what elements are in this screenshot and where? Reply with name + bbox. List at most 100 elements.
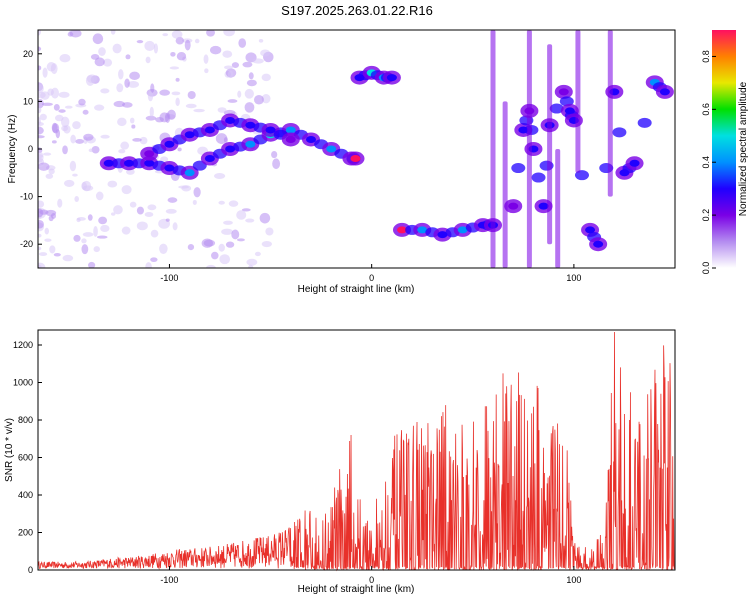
heatmap-speckle xyxy=(144,211,154,217)
heatmap-speckle xyxy=(51,213,57,219)
heatmap-speckle xyxy=(117,117,127,127)
colorbar: 0.0 0.2 0.4 0.6 0.8 Normalized spectral ampl… xyxy=(701,30,749,274)
heatmap-speckle xyxy=(38,135,45,139)
heatmap-speckle xyxy=(87,214,93,221)
heatmap-speckle xyxy=(44,227,49,235)
snr-y-tick-label: 200 xyxy=(18,528,33,538)
heatmap-blob xyxy=(531,172,546,183)
heatmap-speckle xyxy=(38,151,44,163)
heatmap-speckle xyxy=(45,173,54,179)
heatmap-speckle xyxy=(265,227,274,236)
heatmap-blob-core xyxy=(417,226,428,234)
heatmap-speckle xyxy=(147,91,154,102)
heatmap-speckle xyxy=(94,57,105,67)
heatmap-streak xyxy=(490,30,496,268)
heatmap-speckle xyxy=(246,258,258,266)
heatmap-speckle xyxy=(253,94,264,105)
heatmap-speckle xyxy=(57,198,63,208)
heatmap-speckle xyxy=(150,83,155,93)
heatmap-speckle xyxy=(38,46,42,52)
heatmap-speckle xyxy=(172,222,178,231)
heatmap-speckle xyxy=(93,225,98,237)
heatmap-speckle xyxy=(38,84,44,93)
heatmap-speckle xyxy=(171,91,181,96)
heatmap-blob-core xyxy=(245,121,256,129)
heatmap-blob-core xyxy=(306,135,316,143)
heatmap-y-axis-label: Frequency (Hz) xyxy=(7,115,18,184)
heatmap-blob xyxy=(549,103,564,114)
heatmap-speckle xyxy=(107,180,118,188)
heatmap-speckle xyxy=(86,74,98,83)
snr-x-tick-label: 100 xyxy=(566,575,581,585)
heatmap-speckle xyxy=(206,264,216,268)
heatmap-speckle xyxy=(64,105,73,109)
heatmap-speckle xyxy=(38,65,42,71)
heatmap-speckle xyxy=(39,113,47,121)
heatmap-speckle xyxy=(102,58,113,67)
heatmap-speckle xyxy=(88,261,96,268)
heatmap-speckle xyxy=(159,89,171,96)
heatmap-speckle xyxy=(111,212,116,216)
heatmap-speckle xyxy=(132,138,142,142)
heatmap-speckle xyxy=(272,158,281,170)
heatmap-speckle xyxy=(120,141,130,150)
heatmap-speckle xyxy=(162,33,169,37)
heatmap-blob-core xyxy=(538,202,549,210)
heatmap-speckle xyxy=(81,181,87,191)
heatmap-speckle xyxy=(245,218,255,223)
heatmap-speckle xyxy=(221,228,233,235)
heatmap-speckle xyxy=(136,40,144,44)
heatmap-blob-core xyxy=(144,159,155,167)
heatmap-speckle xyxy=(63,179,75,187)
heatmap-blob xyxy=(637,117,652,128)
heatmap-speckle xyxy=(209,45,222,55)
heatmap-speckle xyxy=(244,88,254,99)
heatmap-speckle xyxy=(165,208,177,214)
heatmap-speckle xyxy=(192,199,197,205)
heatmap-speckle xyxy=(147,204,157,211)
heatmap-y-tick-label: -10 xyxy=(20,192,33,202)
heatmap-plot-area xyxy=(38,30,674,268)
heatmap-speckle xyxy=(38,246,42,251)
heatmap-speckle xyxy=(49,245,56,254)
snr-x-tick-label: -100 xyxy=(160,575,178,585)
heatmap-blob-core xyxy=(508,202,519,210)
snr-y-axis-label: SNR (10 * v/v) xyxy=(4,418,15,482)
heatmap-streak xyxy=(575,30,581,173)
heatmap-blob-core xyxy=(265,126,276,134)
heatmap-speckle xyxy=(53,104,60,111)
heatmap-blob-core xyxy=(593,240,604,248)
heatmap-speckle xyxy=(38,200,45,208)
snr-y-tick-label: 1000 xyxy=(13,378,33,388)
heatmap-speckle xyxy=(95,191,104,201)
heatmap-speckle xyxy=(53,253,61,257)
heatmap-y-tick-label: 0 xyxy=(28,144,33,154)
heatmap-speckle xyxy=(139,136,148,145)
heatmap-streak xyxy=(607,30,613,197)
snr-y-tick-label: 600 xyxy=(18,453,33,463)
heatmap-speckle xyxy=(91,145,100,154)
heatmap-speckle xyxy=(213,173,226,179)
heatmap-speckle xyxy=(175,77,180,82)
heatmap-speckle xyxy=(211,251,219,260)
heatmap-speckle xyxy=(38,126,44,135)
heatmap-speckle xyxy=(184,39,191,51)
heatmap-speckle xyxy=(187,243,195,251)
colorbar-label: Normalized spectral amplitude xyxy=(738,81,749,216)
heatmap-speckle xyxy=(224,65,233,70)
heatmap-speckle xyxy=(67,31,74,37)
heatmap-speckle xyxy=(231,62,240,68)
heatmap-speckle xyxy=(145,56,151,64)
snr-y-tick-label: 1200 xyxy=(13,340,33,350)
heatmap-speckle xyxy=(246,79,257,87)
heatmap-speckle xyxy=(88,148,94,153)
heatmap-speckle xyxy=(38,164,44,168)
heatmap-speckle xyxy=(75,139,85,144)
heatmap-speckle xyxy=(40,91,50,100)
heatmap-speckle xyxy=(110,30,116,35)
heatmap-speckle xyxy=(116,83,124,93)
heatmap-x-axis-label: Height of straight line (km) xyxy=(298,284,415,295)
heatmap-speckle xyxy=(149,106,154,118)
